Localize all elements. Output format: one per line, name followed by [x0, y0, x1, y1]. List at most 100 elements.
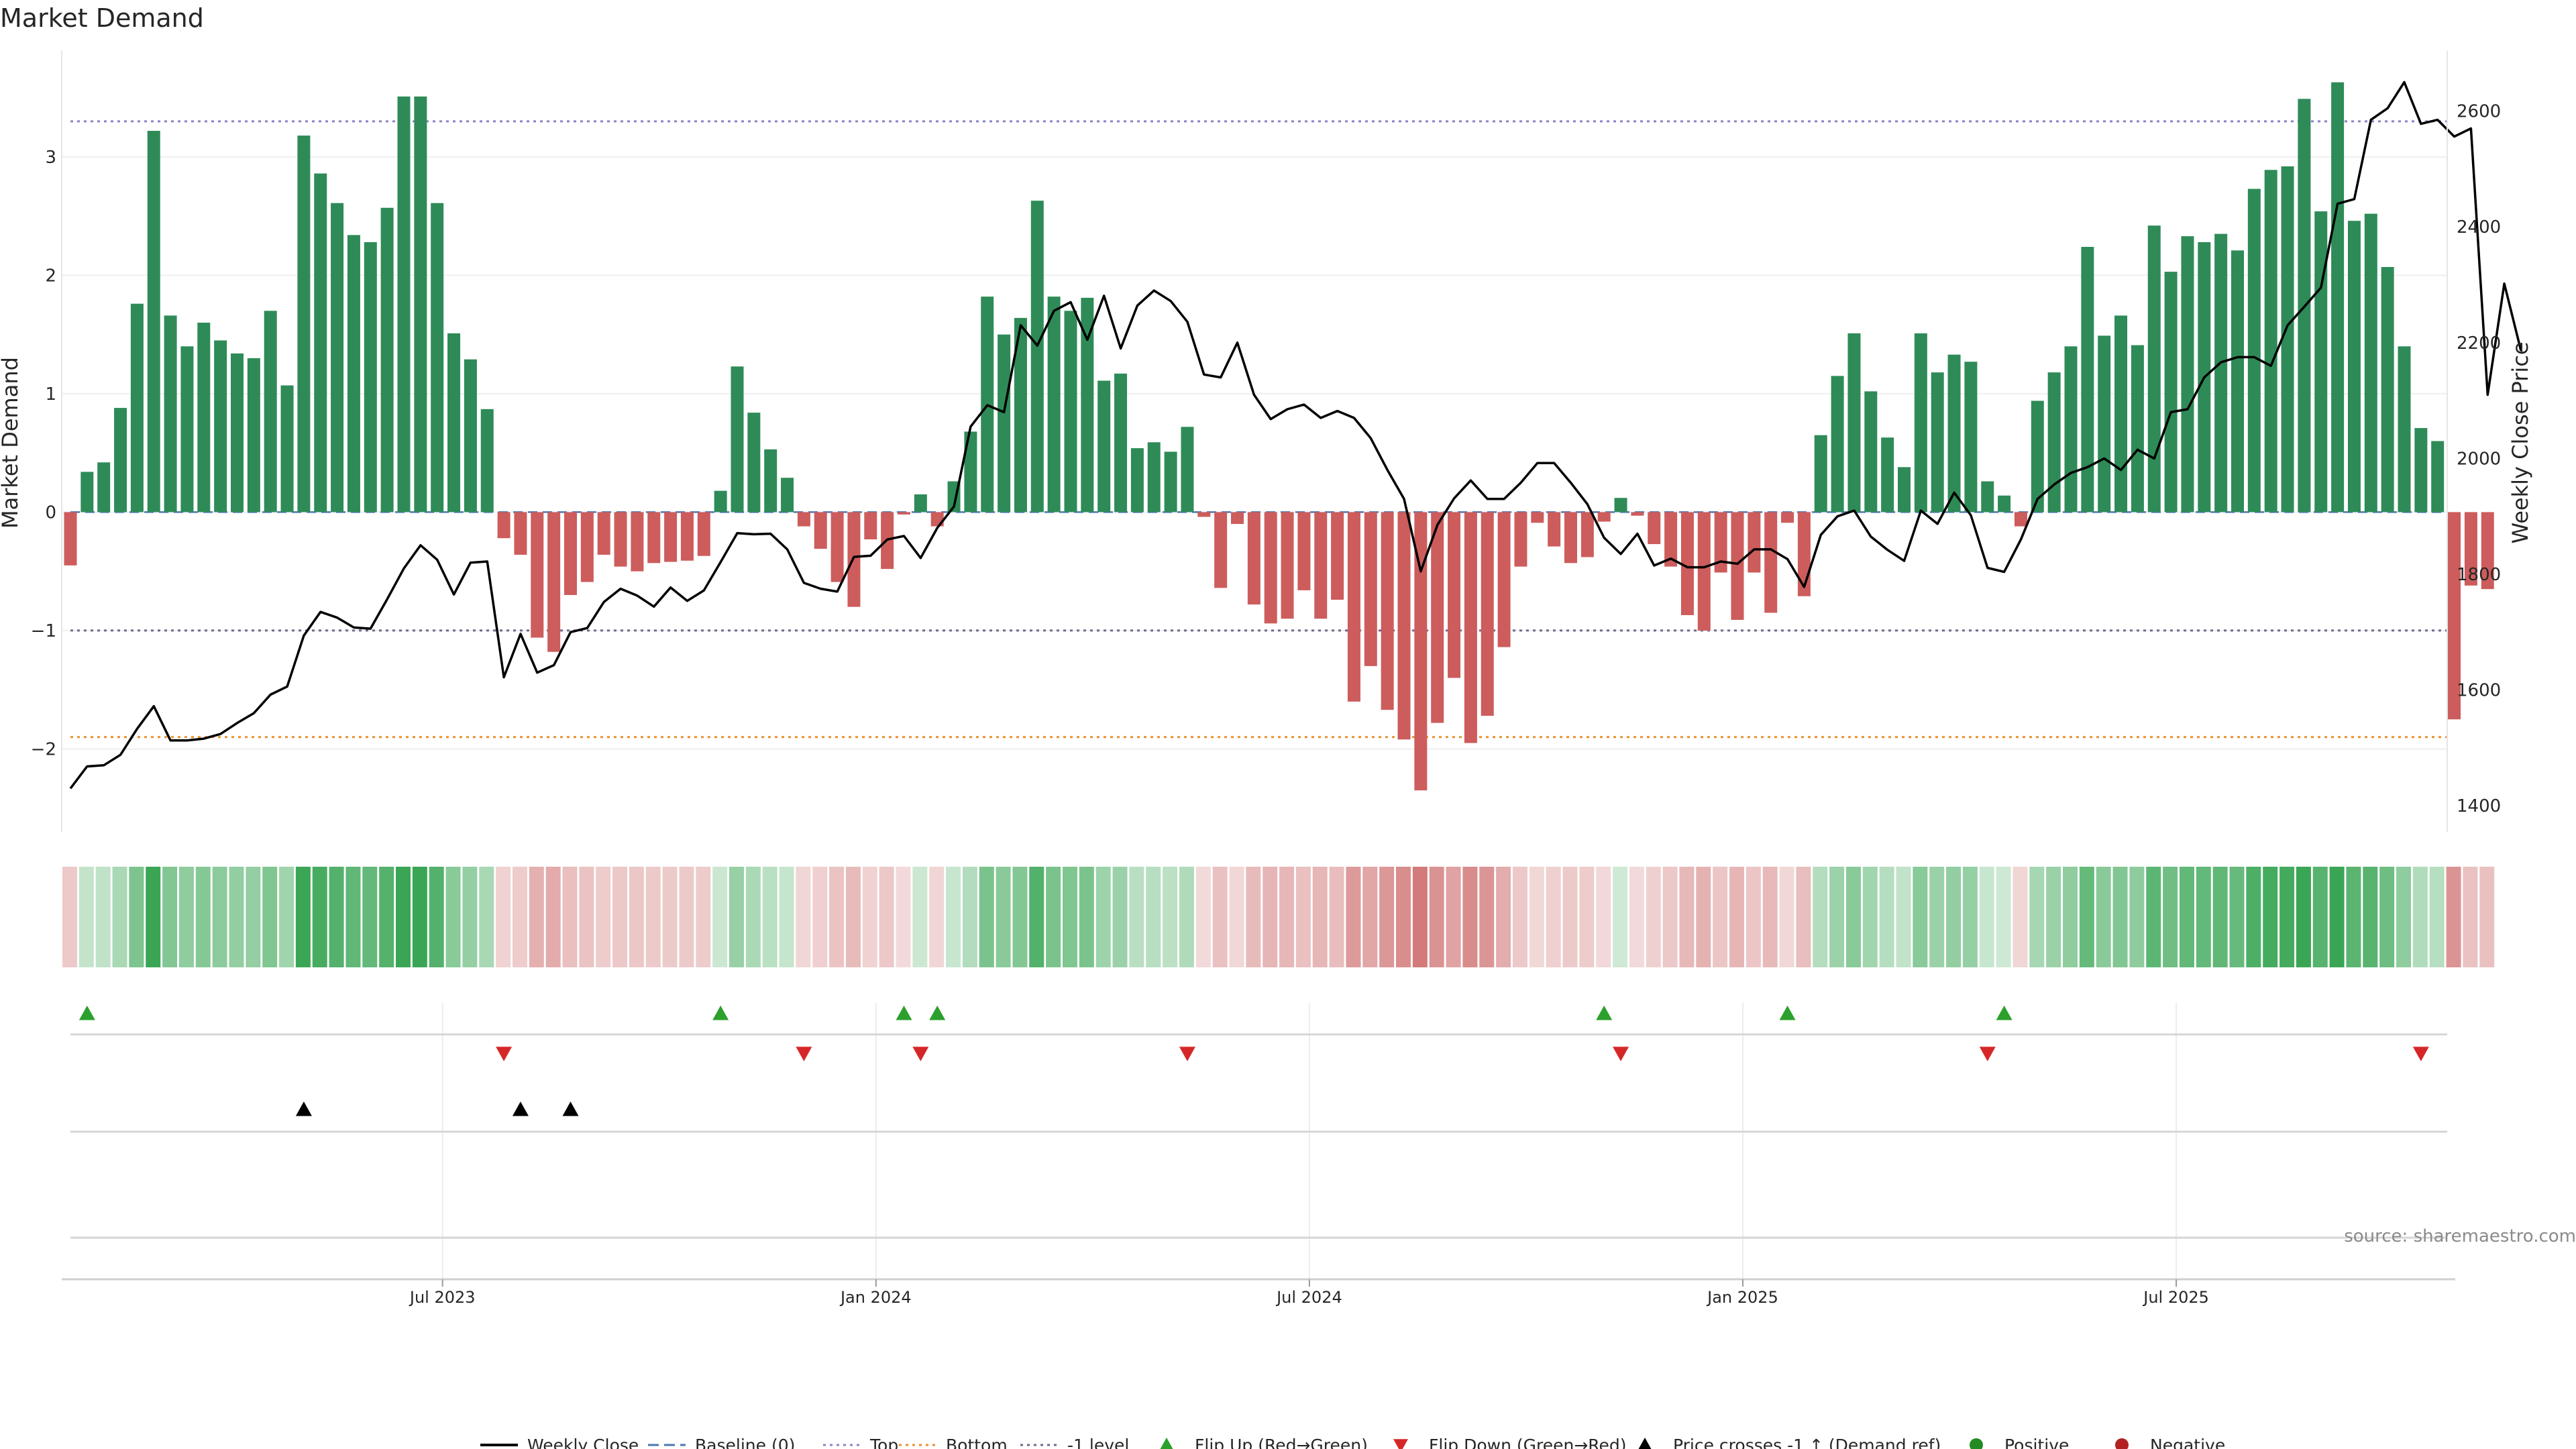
heat-cell: [329, 867, 344, 967]
heat-cell: [879, 867, 894, 967]
demand-bar: [1231, 512, 1244, 525]
date-tick-label: Jan 2025: [1706, 1288, 1778, 1307]
date-grid-lines: [441, 1003, 2178, 1278]
flip-up-marker: [78, 1006, 95, 1020]
demand-bar: [2481, 512, 2494, 590]
demand-bar: [464, 359, 477, 513]
legend-label: -1 level: [1067, 1436, 1129, 1449]
heat-cell: [445, 867, 461, 967]
demand-bar: [697, 512, 710, 556]
source-note: source: sharemaestro.com: [2344, 1226, 2576, 1246]
date-axis-ticks: Jul 2023 Jan 2024 Jul 2024 Jan 2025 Jul 2025: [409, 1279, 2209, 1307]
demand-bar: [280, 385, 294, 513]
heat-cell: [62, 867, 77, 967]
demand-bar: [1030, 201, 1044, 513]
heat-cell: [729, 867, 744, 967]
heat-cell: [2296, 867, 2311, 967]
heat-cell: [129, 867, 144, 967]
heat-cell: [345, 867, 361, 967]
date-tick-label: Jul 2024: [1275, 1288, 1342, 1307]
heat-cell: [2446, 867, 2461, 967]
demand-bar: [1831, 376, 1844, 513]
heat-cell: [1029, 867, 1044, 967]
demand-bar: [480, 409, 494, 513]
demand-bar: [898, 512, 910, 515]
heat-cell: [279, 867, 294, 967]
demand-bar: [1014, 317, 1027, 513]
demand-bar: [2314, 211, 2328, 513]
legend-label: Bottom: [946, 1436, 1008, 1449]
heat-cell: [1879, 867, 1894, 967]
legend-item: Top: [823, 1436, 898, 1449]
demand-bar: [1147, 442, 1161, 513]
flip-down-marker: [2412, 1046, 2429, 1061]
demand-bar: [314, 173, 327, 513]
demand-bar: [364, 241, 377, 513]
heat-cell: [312, 867, 327, 967]
flip-down-marker: [796, 1046, 812, 1061]
demand-bar: [1331, 512, 1344, 600]
demand-bar: [297, 136, 311, 513]
legend-label: Top: [869, 1436, 898, 1449]
heat-cell: [1662, 867, 1678, 967]
heat-cell: [1613, 867, 1628, 967]
heat-cell: [2429, 867, 2445, 967]
demand-bar: [1648, 512, 1661, 545]
y2-tick-label: 2600: [2457, 102, 2501, 122]
heat-cell: [1696, 867, 1711, 967]
legend-swatch-circle: [2115, 1438, 2129, 1449]
heat-cell: [1112, 867, 1128, 967]
heat-cell: [2463, 867, 2478, 967]
flip-down-marker: [1179, 1046, 1195, 1061]
heat-cell: [1146, 867, 1161, 967]
heat-cell: [1896, 867, 1911, 967]
demand-bar: [1347, 512, 1360, 702]
price-cross-marker: [562, 1102, 579, 1116]
demand-bar: [1864, 391, 1878, 513]
heat-cell: [1063, 867, 1077, 967]
right-axis-ticks: 1400 1600 1800 2000 2200 2400 2600: [2457, 102, 2501, 817]
demand-bar: [1448, 512, 1461, 678]
heat-cell: [412, 867, 427, 967]
heat-cell: [2312, 867, 2328, 967]
legend-label: Weekly Close: [527, 1436, 639, 1449]
demand-bar: [1497, 512, 1511, 647]
demand-bar: [1314, 512, 1328, 619]
demand-bar: [1414, 512, 1428, 791]
demand-bar: [1664, 512, 1678, 567]
demand-bar: [2381, 267, 2394, 513]
flip-up-marker: [929, 1006, 946, 1020]
heat-cell: [1562, 867, 1578, 967]
heat-cell: [2212, 867, 2228, 967]
flip-down-marker: [1979, 1046, 1996, 1061]
demand-bar: [998, 334, 1011, 513]
demand-bar: [664, 512, 678, 562]
heat-cell: [1829, 867, 1845, 967]
demand-bar: [347, 235, 360, 513]
demand-bar: [1397, 512, 1411, 740]
price-cross-marker: [295, 1102, 312, 1116]
legend-item: Price crosses -1 ↑ (Demand ref): [1638, 1436, 1941, 1449]
demand-bar: [247, 358, 260, 513]
demand-bar: [2464, 512, 2477, 586]
demand-bar: [914, 494, 927, 513]
heat-cell: [962, 867, 977, 967]
heat-cell: [2329, 867, 2345, 967]
demand-bar: [1464, 512, 1477, 743]
y2-tick-label: 2000: [2457, 449, 2501, 469]
demand-bar: [214, 340, 227, 513]
heat-cell: [1646, 867, 1661, 967]
heat-cell: [2196, 867, 2211, 967]
heat-cell: [1312, 867, 1328, 967]
demand-bar: [631, 512, 644, 572]
demand-bar: [1297, 512, 1311, 590]
heat-cell: [1946, 867, 1962, 967]
heat-cell: [2146, 867, 2161, 967]
legend-label: Negative: [2150, 1436, 2225, 1449]
heat-cell: [78, 867, 94, 967]
heat-cell: [1579, 867, 1595, 967]
flip-up-marker: [1596, 1006, 1613, 1020]
demand-bar: [2047, 372, 2061, 513]
demand-bar: [1114, 373, 1128, 513]
